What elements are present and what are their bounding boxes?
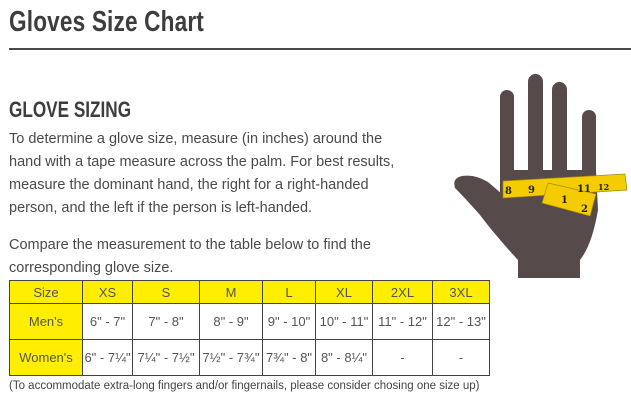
tape-number: 1 xyxy=(561,195,568,206)
table-row: Men's 6" - 7" 7" - 8" 8" - 9" 9" - 10" 1… xyxy=(9,303,490,340)
title-divider xyxy=(9,48,631,50)
header-cell: 2XL xyxy=(372,280,433,304)
tape-measure: 8 9 1 2 11 12 xyxy=(502,173,628,217)
table-cell: 7¼" - 7½" xyxy=(132,339,200,376)
table-cell: 11" - 12" xyxy=(372,303,433,340)
table-cell: 6" - 7" xyxy=(82,303,133,340)
table-cell: 7" - 8" xyxy=(132,303,200,340)
table-cell: 9" - 10" xyxy=(262,303,316,340)
compare-paragraph: Compare the measurement to the table bel… xyxy=(9,237,371,276)
tape-number: 12 xyxy=(598,182,609,192)
header-cell: XS xyxy=(82,280,133,304)
row-label: Women's xyxy=(9,339,83,376)
table-cell: 10" - 11" xyxy=(315,303,373,340)
header-cell: Size xyxy=(9,280,83,304)
table-cell: 12" - 13" xyxy=(432,303,490,340)
table-cell: - xyxy=(432,339,490,376)
table-cell: 7¾" - 8" xyxy=(262,339,316,376)
table-cell: 7½" - 7¾" xyxy=(199,339,263,376)
table-cell: - xyxy=(372,339,433,376)
page-title: Gloves Size Chart xyxy=(9,6,204,38)
header-cell: S xyxy=(132,280,200,304)
row-label: Men's xyxy=(9,303,83,340)
table-cell: 8" - 9" xyxy=(199,303,263,340)
table-cell: 8" - 8¼" xyxy=(315,339,373,376)
header-cell: 3XL xyxy=(432,280,490,304)
section-heading: GLOVE SIZING xyxy=(9,97,132,122)
header-cell: XL xyxy=(315,280,373,304)
tape-number: 9 xyxy=(528,185,535,196)
table-header-row: Size XS S M L XL 2XL 3XL xyxy=(9,280,490,304)
table-row: Women's 6" - 7¼" 7¼" - 7½" 7½" - 7¾" 7¾"… xyxy=(9,339,490,376)
hand-tape-measure-icon: 8 9 1 2 11 12 xyxy=(454,74,628,278)
header-cell: M xyxy=(199,280,263,304)
footnote: (To accommodate extra-long fingers and/o… xyxy=(9,380,480,392)
header-cell: L xyxy=(262,280,316,304)
size-table: Size XS S M L XL 2XL 3XL Men's 6" - 7" 7… xyxy=(9,280,490,376)
instructions-paragraph: To determine a glove size, measure (in i… xyxy=(9,131,395,216)
table-cell: 6" - 7¼" xyxy=(82,339,133,376)
tape-number: 11 xyxy=(577,184,591,195)
tape-number: 2 xyxy=(581,204,588,215)
hand-icon xyxy=(454,74,598,278)
tape-number: 8 xyxy=(505,186,512,197)
